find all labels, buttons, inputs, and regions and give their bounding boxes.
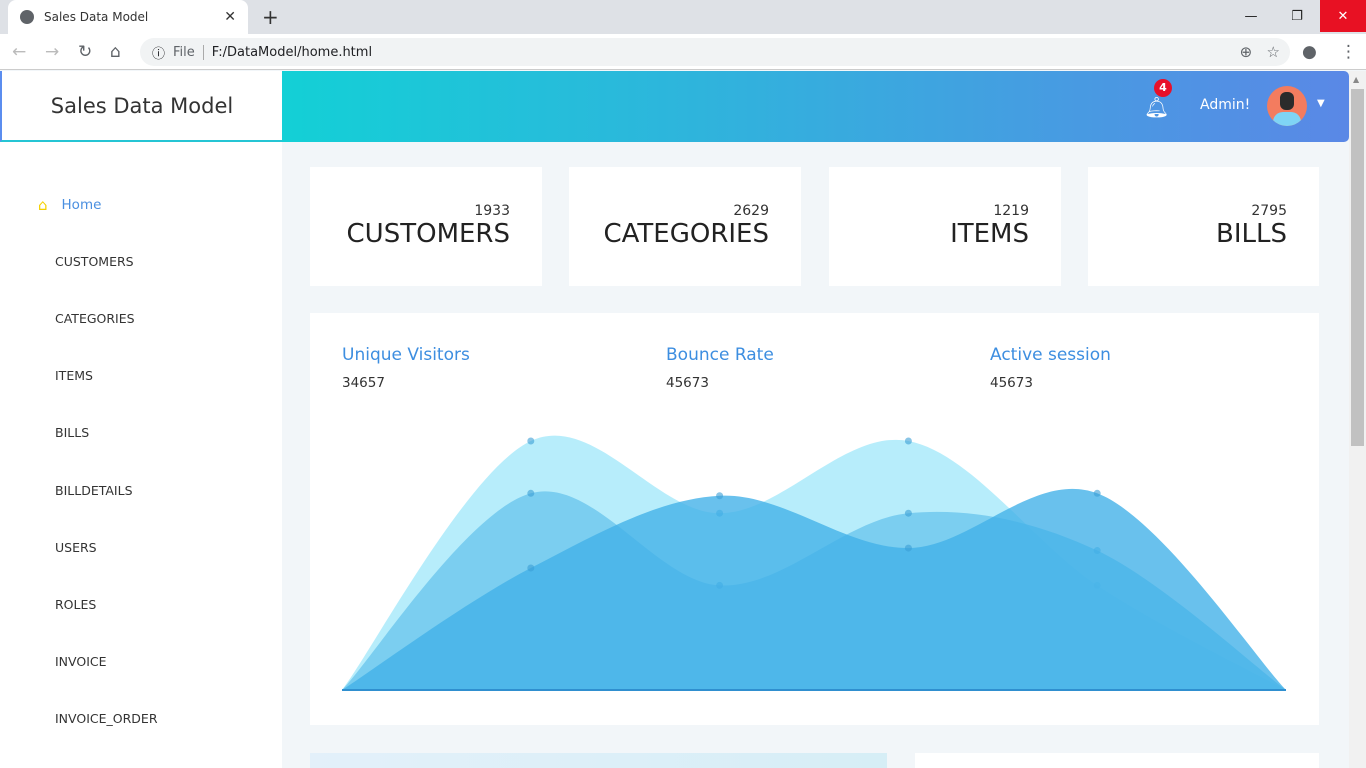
browser-tab[interactable]: Sales Data Model ✕ — [8, 0, 248, 34]
stat-value: 34657 — [342, 375, 385, 391]
card-label: BILLS — [1216, 219, 1287, 249]
sidebar-item-invoice-order[interactable]: INVOICE_ORDER — [55, 711, 158, 726]
sidebar-item-invoice[interactable]: INVOICE — [55, 654, 107, 669]
stat-card-customers[interactable]: 1933 CUSTOMERS — [310, 167, 542, 286]
stat-unique-visitors: Unique Visitors 34657 — [342, 345, 470, 391]
url-field[interactable]: ⓘ File F:/DataModel/home.html ⊕ ☆ — [140, 38, 1290, 66]
close-tab-icon[interactable]: ✕ — [224, 9, 236, 25]
data-point — [527, 437, 535, 445]
data-point — [1093, 489, 1101, 497]
sidebar-item-customers[interactable]: CUSTOMERS — [55, 254, 134, 269]
new-tab-button[interactable]: + — [262, 5, 279, 29]
scrollbar-thumb[interactable] — [1351, 89, 1364, 446]
brand-title[interactable]: Sales Data Model — [0, 71, 282, 142]
sidebar-item-roles[interactable]: ROLES — [55, 597, 97, 612]
home-icon: ⌂ — [38, 196, 48, 214]
reload-button[interactable]: ↻ — [78, 42, 93, 62]
notification-badge: 4 — [1154, 79, 1172, 97]
data-point — [527, 564, 535, 572]
forward-button[interactable]: → — [45, 42, 60, 62]
minimize-button[interactable]: — — [1244, 8, 1258, 24]
stat-value: 45673 — [990, 375, 1033, 391]
card-value: 2629 — [733, 203, 769, 219]
stat-title: Bounce Rate — [666, 345, 774, 365]
sidebar-item-billdetails[interactable]: BILLDETAILS — [55, 483, 133, 498]
url-scheme: File — [173, 44, 204, 60]
data-point — [904, 437, 912, 445]
zoom-star-icons[interactable]: ⊕ ☆ — [1239, 43, 1280, 61]
card-label: CATEGORIES — [603, 219, 769, 249]
sidebar-item-bills[interactable]: BILLS — [55, 425, 90, 440]
series-area-2 — [342, 488, 1286, 690]
close-window-button[interactable]: ✕ — [1320, 0, 1366, 32]
user-name[interactable]: Admin! — [1200, 97, 1251, 113]
sidebar: ⌂ Home CUSTOMERS CATEGORIES ITEMS BILLS B… — [0, 142, 282, 768]
tab-title: Sales Data Model — [44, 10, 149, 24]
bell-icon[interactable]: 🔔︎ — [1144, 95, 1170, 119]
restore-button[interactable]: ❐ — [1291, 8, 1303, 24]
bottom-panel-right — [915, 753, 1319, 768]
data-point — [527, 489, 535, 497]
sidebar-item-items[interactable]: ITEMS — [55, 368, 93, 383]
url-text: F:/DataModel/home.html — [211, 44, 373, 60]
avatar[interactable] — [1267, 86, 1307, 126]
profile-icon[interactable]: ● — [1302, 42, 1317, 62]
card-value: 1933 — [474, 203, 510, 219]
stat-bounce-rate: Bounce Rate 45673 — [666, 345, 774, 391]
stat-card-bills[interactable]: 2795 BILLS — [1088, 167, 1319, 286]
sidebar-item-home[interactable]: ⌂ Home — [38, 196, 101, 214]
data-point — [904, 509, 912, 517]
back-button[interactable]: ← — [12, 42, 27, 62]
sidebar-item-label: Home — [61, 197, 102, 213]
home-button[interactable]: ⌂ — [110, 42, 121, 62]
tab-strip: Sales Data Model ✕ + — ❐ ✕ — [0, 0, 1366, 34]
stat-title: Active session — [990, 345, 1111, 365]
top-navbar: 🔔︎ 4 Admin! ▼ — [282, 71, 1349, 142]
stat-card-categories[interactable]: 2629 CATEGORIES — [569, 167, 801, 286]
bottom-panel-left — [310, 753, 887, 768]
sidebar-item-users[interactable]: USERS — [55, 540, 97, 555]
area-chart — [342, 435, 1286, 691]
card-label: CUSTOMERS — [346, 219, 510, 249]
card-label: ITEMS — [950, 219, 1029, 249]
scrollbar[interactable]: ▲ — [1349, 71, 1366, 768]
card-value: 1219 — [993, 203, 1029, 219]
address-bar-row: ← → ↻ ⌂ ⓘ File F:/DataModel/home.html ⊕ ☆ ●… — [0, 34, 1366, 70]
stat-value: 45673 — [666, 375, 709, 391]
menu-icon[interactable]: ⋮ — [1340, 42, 1357, 62]
stat-card-items[interactable]: 1219 ITEMS — [829, 167, 1061, 286]
sidebar-item-categories[interactable]: CATEGORIES — [55, 311, 135, 326]
stat-active-session: Active session 45673 — [990, 345, 1111, 391]
analytics-panel: Unique Visitors 34657 Bounce Rate 45673 Ac… — [310, 313, 1319, 725]
globe-icon — [20, 10, 34, 24]
data-point — [904, 544, 912, 552]
info-icon: ⓘ — [152, 46, 166, 62]
chevron-down-icon[interactable]: ▼ — [1317, 98, 1325, 109]
stat-title: Unique Visitors — [342, 345, 470, 365]
card-value: 2795 — [1251, 203, 1287, 219]
data-point — [716, 492, 724, 500]
